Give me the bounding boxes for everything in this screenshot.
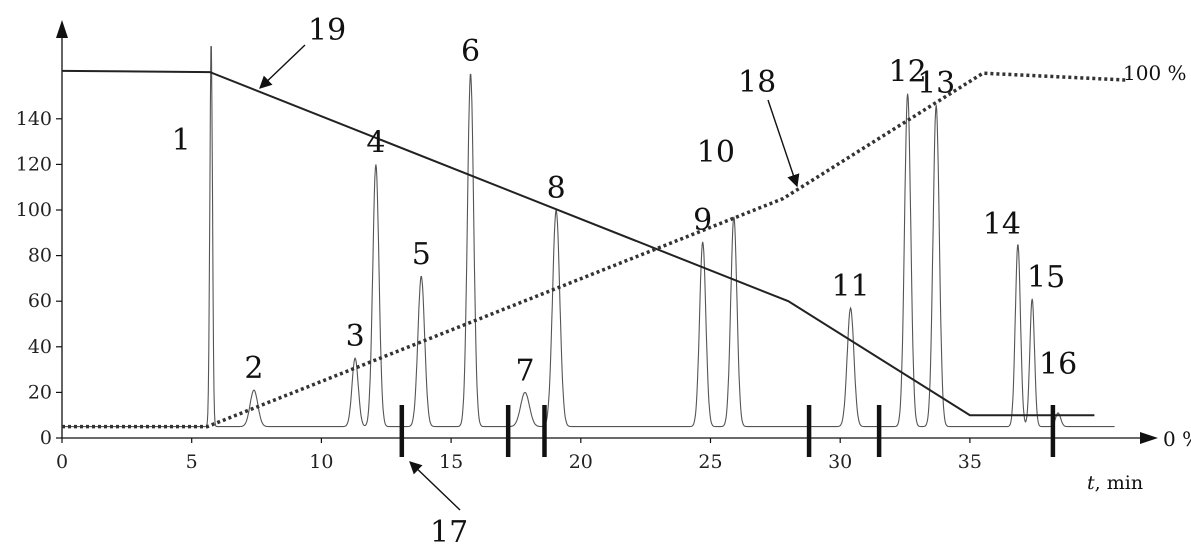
annotation-19: 19 xyxy=(308,13,346,48)
peak-label-7: 7 xyxy=(515,353,534,388)
peak-label-10: 10 xyxy=(697,135,735,170)
y-tick-label: 40 xyxy=(28,336,52,358)
peak-label-14: 14 xyxy=(983,207,1021,242)
y-tick-label: 100 xyxy=(16,199,52,221)
y-tick-label: 60 xyxy=(28,290,52,312)
peak-label-8: 8 xyxy=(547,171,566,206)
gradient-solvent-a-line xyxy=(61,69,1095,417)
x-tick-label: 5 xyxy=(186,451,198,473)
arrow-18 xyxy=(767,99,800,188)
peak-label-12: 12 xyxy=(889,55,927,90)
x-tick-label: 25 xyxy=(698,451,722,473)
y-ticks: 0 20 40 60 80 100 120 140 xyxy=(16,108,62,449)
peak-label-6: 6 xyxy=(461,34,480,69)
peak-label-3: 3 xyxy=(346,319,365,354)
arrow-19 xyxy=(259,44,306,89)
label-0-percent: 0 % xyxy=(1163,427,1191,451)
x-axis-arrow-icon xyxy=(1140,432,1158,444)
gradient-solvent-b-line xyxy=(62,71,1126,429)
x-axis-label: t, min xyxy=(1087,472,1143,494)
peak-label-13: 13 xyxy=(917,66,955,101)
x-tick-label: 30 xyxy=(828,451,852,473)
annotation-17: 17 xyxy=(430,515,468,547)
x-ticks: 0 5 10 15 20 25 30 35 xyxy=(56,438,982,473)
x-tick-label: 35 xyxy=(958,451,982,473)
fraction-marks xyxy=(399,405,1056,457)
annotation-18: 18 xyxy=(738,65,776,100)
peak-label-15: 15 xyxy=(1027,260,1065,295)
x-tick-label: 10 xyxy=(309,451,333,473)
peak-label-1: 1 xyxy=(172,123,191,158)
x-tick-label: 0 xyxy=(56,451,68,473)
peak-label-9: 9 xyxy=(693,203,712,238)
chromatogram-trace xyxy=(62,46,1115,428)
y-tick-label: 20 xyxy=(28,381,52,403)
y-tick-label: 120 xyxy=(16,153,52,175)
peak-label-2: 2 xyxy=(244,351,263,386)
y-tick-label: 0 xyxy=(40,427,52,449)
x-tick-label: 20 xyxy=(569,451,593,473)
y-axis-arrow-icon xyxy=(56,20,68,38)
x-axis-var: t xyxy=(1087,472,1095,494)
peak-label-16: 16 xyxy=(1039,347,1077,382)
peak-label-4: 4 xyxy=(366,125,385,160)
x-axis-unit: , min xyxy=(1095,472,1143,494)
label-100-percent: 100 % xyxy=(1123,61,1187,85)
peak-label-5: 5 xyxy=(412,237,431,272)
peak-label-11: 11 xyxy=(831,269,869,304)
arrow-17 xyxy=(409,461,461,511)
x-tick-label: 15 xyxy=(439,451,463,473)
y-tick-label: 80 xyxy=(28,245,52,267)
y-tick-label: 140 xyxy=(16,108,52,130)
